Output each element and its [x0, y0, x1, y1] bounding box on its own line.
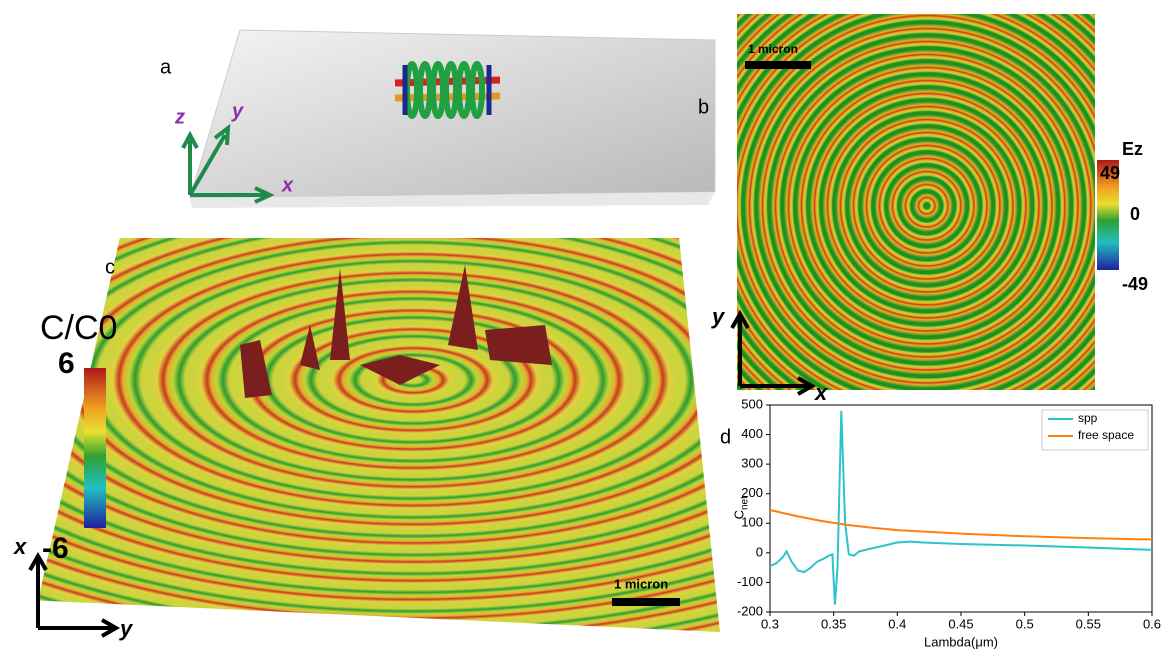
axis-label: x — [13, 534, 27, 559]
y-tick-label: 0 — [756, 544, 763, 559]
scale-bar-label: 1 micron — [614, 576, 668, 591]
axes-c — [28, 551, 121, 638]
axis-label: x — [814, 380, 828, 405]
x-tick-label: 0.45 — [948, 616, 973, 631]
legend-label: free space — [1078, 428, 1134, 442]
axes-b — [730, 309, 817, 396]
panel-label: c — [105, 256, 115, 278]
series-line — [769, 509, 1153, 541]
x-tick-label: 0.35 — [821, 616, 846, 631]
axes-a — [181, 123, 275, 204]
colorbar-label: 6 — [58, 347, 75, 380]
y-tick-label: 400 — [741, 426, 763, 441]
x-axis-label: Lambda(μm) — [924, 634, 998, 649]
scale-bar-label: 1 micron — [748, 42, 798, 56]
y-tick-label: 500 — [741, 396, 763, 411]
colorbar-label: 49 — [1100, 163, 1120, 183]
panel-label: a — [160, 56, 172, 78]
peaks — [240, 265, 552, 398]
colorbar-label: -6 — [42, 532, 69, 565]
helix — [404, 61, 485, 119]
axis-label: z — [174, 106, 185, 128]
colorbar-title: Ez — [1122, 139, 1143, 159]
slab-edge — [190, 192, 715, 208]
y-tick-label: 300 — [741, 456, 763, 471]
colorbar-label: 0 — [1130, 204, 1140, 224]
scale-bar — [612, 598, 680, 606]
panel-label: b — [698, 96, 709, 118]
colorbar-label: -49 — [1122, 274, 1148, 294]
y-tick-label: -200 — [737, 603, 763, 618]
y-tick-label: 100 — [741, 515, 763, 530]
series-line — [769, 410, 1153, 605]
axis-label: y — [231, 100, 244, 122]
x-tick-label: 0.6 — [1143, 616, 1161, 631]
colorbar-title: C/C0 — [40, 309, 117, 347]
x-tick-label: 0.55 — [1076, 616, 1101, 631]
legend — [1041, 409, 1149, 451]
y-tick-label: -100 — [737, 574, 763, 589]
colorbar — [84, 368, 106, 528]
y-axis-label-sub: net — [740, 496, 751, 510]
x-tick-label: 0.4 — [888, 616, 906, 631]
panel-label: d — [720, 426, 731, 448]
axis-label: x — [281, 174, 294, 196]
axis-label: y — [119, 616, 134, 641]
legend-label: spp — [1078, 411, 1098, 425]
axis-label: y — [711, 304, 726, 329]
x-tick-label: 0.3 — [761, 616, 779, 631]
scale-bar — [745, 61, 811, 69]
y-axis-label-main: C — [731, 510, 746, 519]
colorbar — [1097, 160, 1119, 270]
y-axis-label: C net — [731, 496, 750, 520]
y-tick-label: 200 — [741, 485, 763, 500]
x-tick-label: 0.5 — [1016, 616, 1034, 631]
field-map-b — [737, 14, 1095, 390]
surface-map-c — [38, 238, 720, 632]
